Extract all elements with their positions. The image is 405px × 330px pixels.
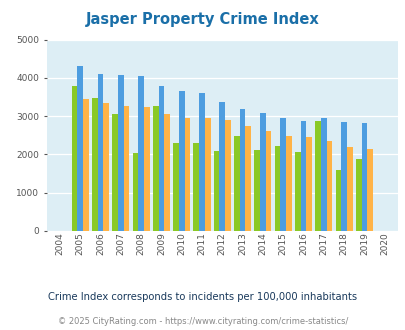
Bar <box>98 74 103 231</box>
Bar <box>193 143 199 231</box>
Text: Jasper Property Crime Index: Jasper Property Crime Index <box>86 12 319 26</box>
Bar <box>205 118 210 231</box>
Bar <box>335 170 341 231</box>
Bar <box>254 150 260 231</box>
Bar <box>124 106 129 231</box>
Text: Crime Index corresponds to incidents per 100,000 inhabitants: Crime Index corresponds to incidents per… <box>48 292 357 302</box>
Bar <box>225 120 230 231</box>
Bar <box>260 114 265 231</box>
Bar <box>112 114 118 231</box>
Bar <box>158 86 164 231</box>
Bar <box>103 103 109 231</box>
Bar <box>245 126 251 231</box>
Bar <box>184 118 190 231</box>
Bar <box>199 93 205 231</box>
Bar <box>355 159 361 231</box>
Bar <box>274 146 280 231</box>
Text: © 2025 CityRating.com - https://www.cityrating.com/crime-statistics/: © 2025 CityRating.com - https://www.city… <box>58 317 347 326</box>
Bar <box>144 107 149 231</box>
Bar <box>138 76 144 231</box>
Bar <box>361 123 367 231</box>
Bar <box>72 85 77 231</box>
Bar <box>239 109 245 231</box>
Bar <box>300 121 306 231</box>
Bar <box>286 136 291 231</box>
Bar <box>92 98 98 231</box>
Bar <box>118 75 124 231</box>
Bar <box>153 106 158 231</box>
Bar <box>320 118 326 231</box>
Bar <box>164 114 170 231</box>
Bar <box>179 90 184 231</box>
Bar <box>83 99 89 231</box>
Bar <box>132 153 138 231</box>
Bar <box>173 143 179 231</box>
Bar <box>265 131 271 231</box>
Bar <box>326 141 332 231</box>
Bar <box>77 66 83 231</box>
Bar <box>346 147 352 231</box>
Bar <box>213 151 219 231</box>
Bar <box>341 122 346 231</box>
Bar <box>280 118 286 231</box>
Bar <box>315 121 320 231</box>
Bar <box>234 136 239 231</box>
Bar <box>367 149 372 231</box>
Bar <box>306 137 311 231</box>
Bar <box>219 102 225 231</box>
Bar <box>294 152 300 231</box>
